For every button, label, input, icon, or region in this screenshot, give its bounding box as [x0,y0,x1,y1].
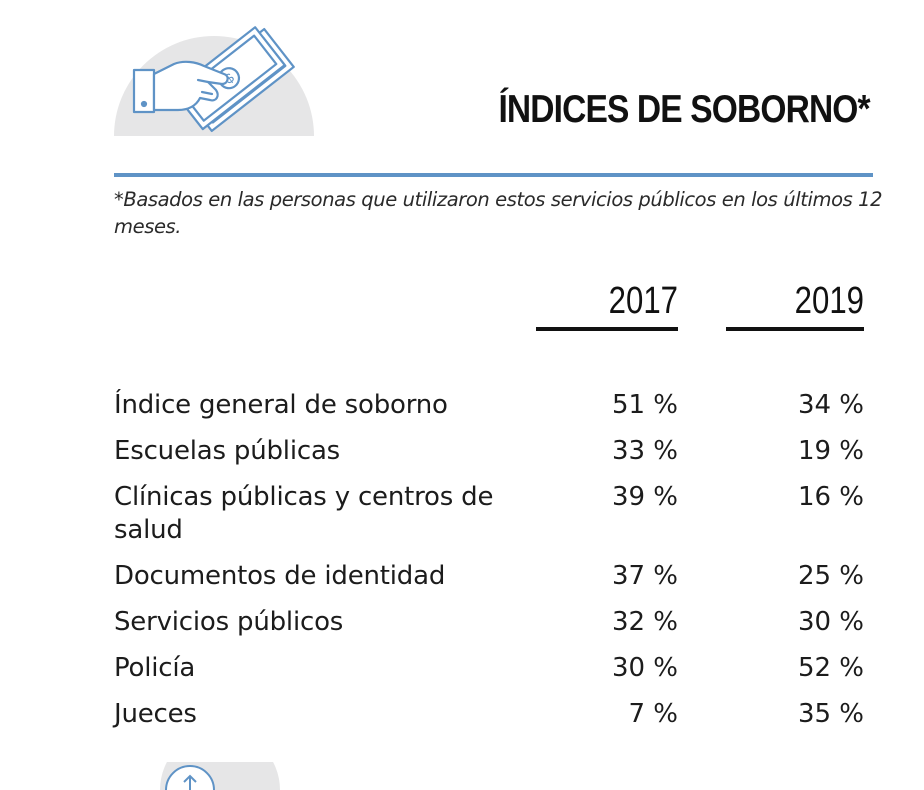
row-label: Jueces [114,699,197,729]
hand-holding-money-icon: $ [114,26,314,136]
value-2019: 25 % [797,561,864,591]
table-row: Servicios públicos 32 % 30 % [114,606,874,639]
next-section-icon [160,762,280,790]
page-title: ÍNDICES DE SOBORNO* [498,88,871,131]
value-2017: 39 % [611,482,678,512]
column-underline-2019 [726,327,864,331]
value-2017: 37 % [611,561,678,591]
table-row: Jueces 7 % 35 % [114,698,874,731]
row-label: Escuelas públicas [114,436,341,466]
value-2017: 7 % [628,699,678,729]
table-row: Clínicas públicas y centros de salud 39 … [114,481,874,547]
row-label: Clínicas públicas y centros de salud [114,482,494,545]
row-label: Servicios públicos [114,607,344,637]
footnote: *Basados en las personas que utilizaron … [114,188,883,238]
value-2017: 33 % [611,436,678,466]
column-underline-2017 [536,327,678,331]
column-header-2017: 2017 [608,280,678,322]
row-label: Policía [114,653,196,683]
title-divider [114,173,873,177]
value-2019: 16 % [797,482,864,512]
value-2017: 51 % [611,390,678,420]
table-row: Índice general de soborno 51 % 34 % [114,389,874,422]
table-row: Escuelas públicas 33 % 19 % [114,435,874,468]
value-2019: 34 % [797,390,864,420]
value-2019: 19 % [797,436,864,466]
value-2017: 32 % [611,607,678,637]
value-2019: 35 % [797,699,864,729]
value-2017: 30 % [611,653,678,683]
table-row: Documentos de identidad 37 % 25 % [114,560,874,593]
column-header-2019: 2019 [794,280,864,322]
row-label: Documentos de identidad [114,561,446,591]
value-2019: 30 % [797,607,864,637]
table-row: Policía 30 % 52 % [114,652,874,685]
value-2019: 52 % [797,653,864,683]
row-label: Índice general de soborno [114,390,448,420]
bribery-table: Índice general de soborno 51 % 34 % Escu… [114,389,874,744]
